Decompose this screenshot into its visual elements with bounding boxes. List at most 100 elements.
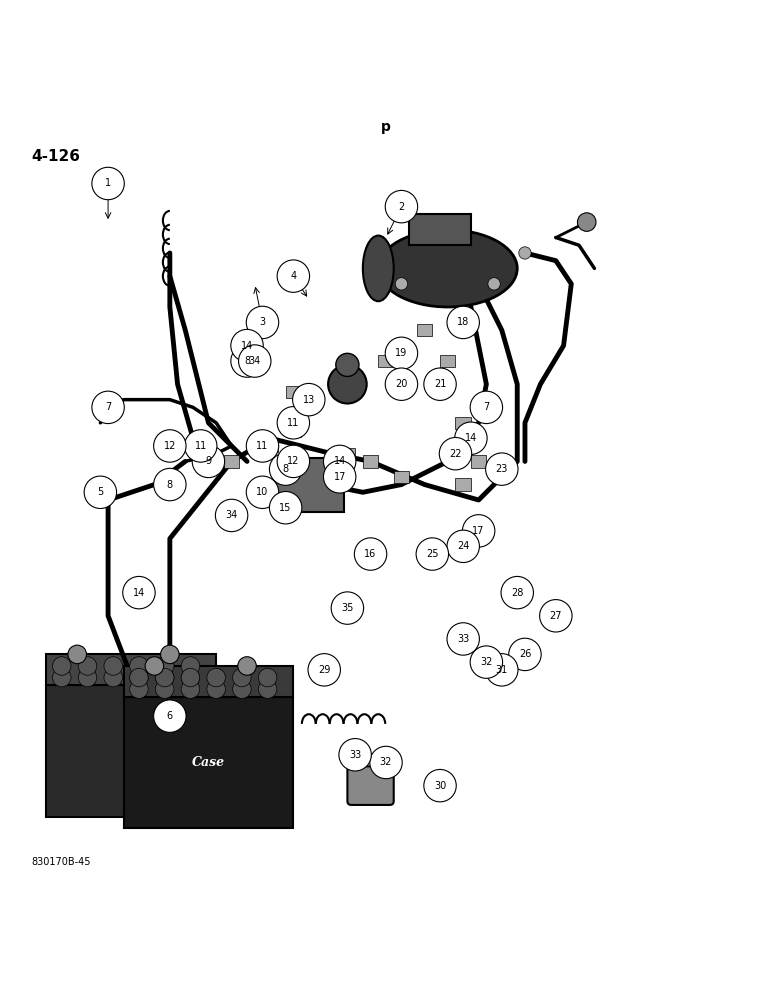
Text: 830170B-45: 830170B-45 — [31, 857, 90, 867]
Circle shape — [519, 247, 531, 259]
FancyBboxPatch shape — [394, 339, 409, 352]
Circle shape — [323, 461, 356, 493]
Circle shape — [328, 365, 367, 403]
Text: 25: 25 — [426, 549, 438, 559]
Circle shape — [470, 646, 503, 678]
Text: p: p — [381, 120, 391, 134]
Text: 10: 10 — [256, 487, 269, 497]
Circle shape — [130, 657, 148, 675]
Text: 13: 13 — [303, 395, 315, 405]
Circle shape — [52, 657, 71, 675]
Circle shape — [323, 445, 356, 478]
Circle shape — [181, 680, 200, 698]
Circle shape — [84, 476, 117, 508]
Text: 33: 33 — [457, 634, 469, 644]
FancyBboxPatch shape — [274, 458, 344, 512]
Text: 15: 15 — [279, 503, 292, 513]
Text: 27: 27 — [550, 611, 562, 621]
FancyBboxPatch shape — [455, 478, 471, 491]
Circle shape — [486, 654, 518, 686]
FancyBboxPatch shape — [347, 766, 394, 805]
Circle shape — [155, 668, 174, 687]
Text: 23: 23 — [496, 464, 508, 474]
Text: 20: 20 — [395, 379, 408, 389]
Text: 8: 8 — [167, 480, 173, 490]
Text: 14: 14 — [334, 456, 346, 466]
Circle shape — [154, 700, 186, 732]
Circle shape — [155, 657, 174, 675]
Text: 14: 14 — [133, 588, 145, 598]
Circle shape — [104, 657, 123, 675]
Circle shape — [462, 515, 495, 547]
Text: 7: 7 — [105, 402, 111, 412]
Circle shape — [577, 213, 596, 231]
Circle shape — [424, 769, 456, 802]
Circle shape — [192, 445, 225, 478]
Ellipse shape — [363, 236, 394, 301]
Circle shape — [52, 668, 71, 687]
FancyBboxPatch shape — [394, 471, 409, 483]
Circle shape — [145, 657, 164, 675]
Circle shape — [447, 623, 479, 655]
Circle shape — [259, 680, 277, 698]
Text: 7: 7 — [483, 402, 489, 412]
Text: 4: 4 — [290, 271, 296, 281]
FancyBboxPatch shape — [46, 685, 216, 817]
FancyBboxPatch shape — [378, 355, 394, 367]
Circle shape — [470, 391, 503, 424]
Text: 11: 11 — [287, 418, 300, 428]
Circle shape — [130, 668, 148, 687]
Circle shape — [385, 368, 418, 400]
Circle shape — [231, 329, 263, 362]
Text: 12: 12 — [287, 456, 300, 466]
Circle shape — [277, 445, 310, 478]
Circle shape — [331, 592, 364, 624]
Text: 19: 19 — [395, 348, 408, 358]
Circle shape — [385, 337, 418, 370]
Text: 3: 3 — [259, 317, 266, 327]
Circle shape — [232, 680, 251, 698]
Circle shape — [293, 383, 325, 416]
Text: 32: 32 — [480, 657, 493, 667]
Circle shape — [395, 278, 408, 290]
Text: 32: 32 — [380, 757, 392, 767]
Circle shape — [207, 680, 225, 698]
Circle shape — [455, 422, 487, 454]
Text: 28: 28 — [511, 588, 523, 598]
Circle shape — [123, 576, 155, 609]
Circle shape — [130, 668, 148, 687]
Circle shape — [277, 260, 310, 292]
Text: 16: 16 — [364, 549, 377, 559]
Circle shape — [155, 680, 174, 698]
Text: 8: 8 — [244, 356, 250, 366]
Text: 4-126: 4-126 — [31, 149, 80, 164]
FancyBboxPatch shape — [286, 386, 301, 398]
Circle shape — [246, 430, 279, 462]
Circle shape — [354, 538, 387, 570]
Circle shape — [154, 430, 186, 462]
Circle shape — [78, 657, 96, 675]
Circle shape — [231, 345, 263, 377]
Text: 24: 24 — [457, 541, 469, 551]
Text: 1: 1 — [105, 178, 111, 188]
Text: 30: 30 — [434, 781, 446, 791]
Circle shape — [155, 668, 174, 687]
Text: 11: 11 — [195, 441, 207, 451]
Circle shape — [92, 167, 124, 200]
Text: 17: 17 — [472, 526, 485, 536]
Circle shape — [185, 430, 217, 462]
Circle shape — [277, 407, 310, 439]
FancyBboxPatch shape — [286, 424, 301, 437]
Circle shape — [181, 668, 200, 687]
Circle shape — [269, 453, 302, 485]
Text: 14: 14 — [241, 341, 253, 351]
Ellipse shape — [378, 230, 517, 307]
Circle shape — [239, 345, 271, 377]
Text: 12: 12 — [164, 441, 176, 451]
Text: 6: 6 — [167, 711, 173, 721]
Circle shape — [488, 278, 500, 290]
FancyBboxPatch shape — [440, 355, 455, 367]
Circle shape — [486, 453, 518, 485]
Text: 9: 9 — [205, 456, 212, 466]
Text: 18: 18 — [457, 317, 469, 327]
